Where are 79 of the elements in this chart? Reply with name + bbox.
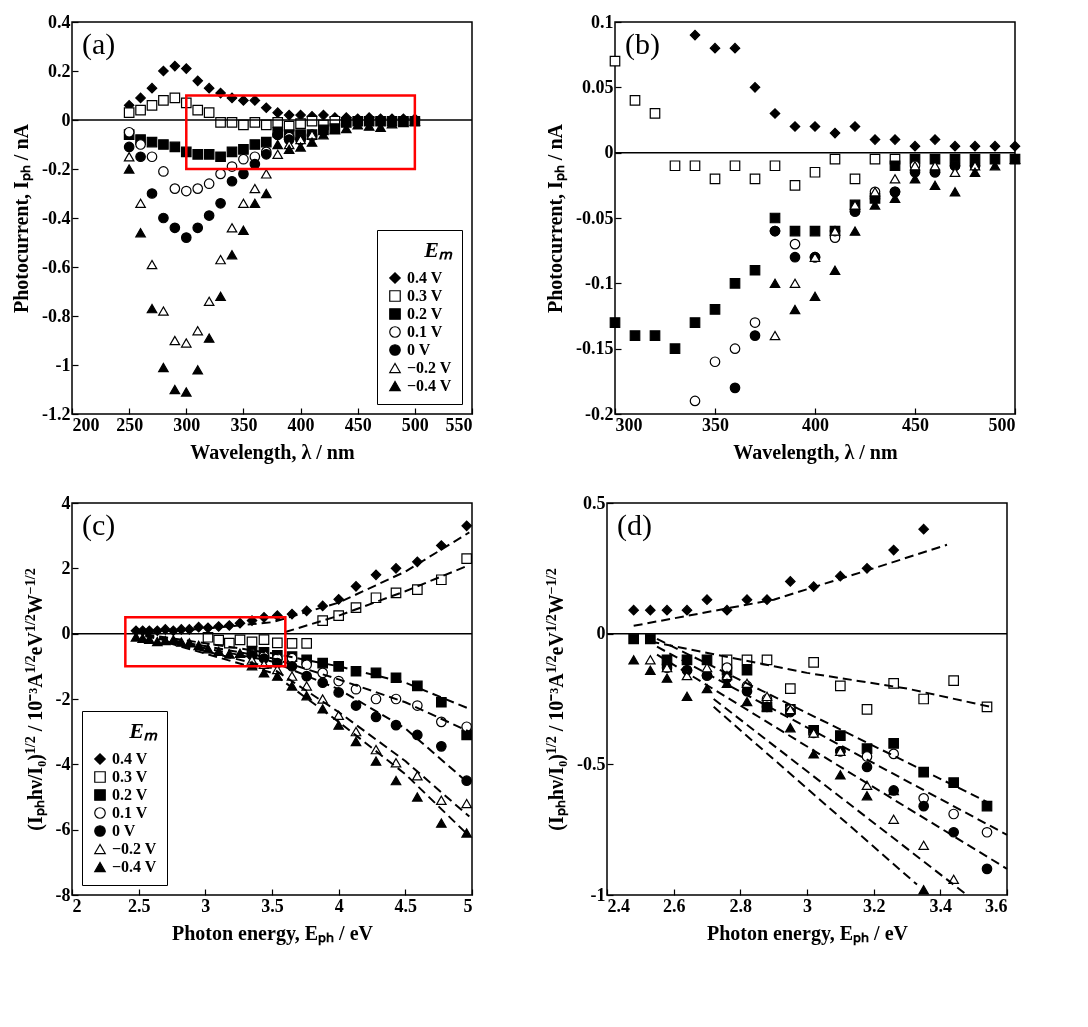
x-tick-label: 2.8	[729, 895, 753, 916]
y-axis-title: Photocurrent, Iₚₕ / nA	[544, 123, 569, 313]
legend-label: 0.3 V	[407, 287, 443, 304]
y-tick-label: -0.8	[42, 305, 71, 326]
x-tick-label: 2.6	[662, 895, 686, 916]
y-tick-label: -0.15	[576, 338, 614, 359]
y-tick-label: 0.5	[583, 492, 606, 513]
x-axis-title: Photon energy, Eₚₕ / eV	[707, 921, 909, 946]
annotation: (c)	[82, 508, 116, 542]
x-tick-label: 500	[401, 414, 429, 435]
legend-label: 0.4 V	[112, 750, 148, 767]
y-tick-label: -2	[55, 688, 71, 709]
y-tick-label: -1.2	[42, 403, 71, 424]
legend-label: −0.2 V	[407, 359, 452, 376]
y-tick-label: -4	[55, 753, 71, 774]
legend-label: 0.2 V	[112, 786, 148, 803]
x-tick-label: 3.5	[261, 895, 284, 916]
x-tick-label: 400	[802, 414, 829, 435]
annotation: (d)	[617, 508, 652, 542]
y-tick-label: 2	[61, 557, 71, 578]
x-tick-label: 350	[702, 414, 729, 435]
x-tick-label: 400	[287, 414, 315, 435]
y-tick-label: 0.05	[582, 76, 614, 97]
legend-label: −0.4 V	[112, 858, 157, 875]
x-tick-label: 200	[72, 414, 100, 435]
x-tick-label: 450	[902, 414, 929, 435]
y-tick-label: 0	[61, 623, 71, 644]
y-tick-label: 0	[596, 623, 606, 644]
legend-label: 0.2 V	[407, 305, 443, 322]
y-tick-label: -0.4	[42, 207, 71, 228]
y-tick-label: -0.05	[576, 207, 614, 228]
legend-label: 0.1 V	[407, 323, 443, 340]
x-axis-title: Wavelength, λ / nm	[733, 440, 898, 464]
x-axis-title: Photon energy, Eₚₕ / eV	[172, 921, 374, 946]
y-tick-label: 0.4	[48, 11, 71, 32]
x-tick-label: 3	[803, 895, 812, 916]
x-tick-label: 550	[445, 414, 473, 435]
y-tick-label: 0	[61, 109, 71, 130]
y-tick-label: -0.1	[585, 272, 614, 293]
annotation: (a)	[82, 27, 116, 61]
x-tick-label: 4.5	[394, 895, 418, 916]
legend-title: Eₘ	[128, 718, 158, 743]
x-tick-label: 5	[463, 895, 473, 916]
legend-label: 0.1 V	[112, 804, 148, 821]
x-tick-label: 300	[173, 414, 201, 435]
x-tick-label: 2.4	[607, 895, 630, 916]
y-tick-label: -0.2	[42, 158, 71, 179]
x-tick-label: 4	[334, 895, 344, 916]
legend-label: 0 V	[112, 822, 136, 839]
y-tick-label: 0	[604, 142, 614, 163]
y-tick-label: -0.6	[42, 256, 71, 277]
x-tick-label: 450	[344, 414, 372, 435]
annotation: (b)	[625, 27, 660, 61]
legend-title: Eₘ	[423, 237, 453, 262]
legend-label: −0.2 V	[112, 840, 157, 857]
y-tick-label: 0.1	[591, 11, 614, 32]
x-tick-label: 350	[230, 414, 258, 435]
x-tick-label: 3	[201, 895, 211, 916]
x-tick-label: 3.6	[985, 895, 1008, 916]
y-tick-label: -6	[55, 819, 71, 840]
x-tick-label: 2.5	[127, 895, 151, 916]
y-tick-label: -0.5	[577, 753, 606, 774]
y-tick-label: -1	[55, 354, 71, 375]
y-axis-title: Photocurrent, Iₚₕ / nA	[10, 123, 35, 313]
legend-label: 0.3 V	[112, 768, 148, 785]
x-tick-label: 250	[116, 414, 144, 435]
y-tick-label: -1	[590, 884, 606, 905]
legend-label: 0.4 V	[407, 269, 443, 286]
x-tick-label: 3.4	[929, 895, 953, 916]
y-tick-label: 4	[61, 492, 71, 513]
x-tick-label: 300	[615, 414, 643, 435]
x-axis-title: Wavelength, λ / nm	[190, 440, 355, 464]
y-tick-label: -0.2	[585, 403, 614, 424]
x-tick-label: 3.2	[862, 895, 886, 916]
y-tick-label: -8	[55, 884, 71, 905]
y-tick-label: 0.2	[48, 60, 71, 81]
legend-label: −0.4 V	[407, 377, 452, 394]
x-tick-label: 500	[988, 414, 1016, 435]
legend-label: 0 V	[407, 341, 431, 358]
